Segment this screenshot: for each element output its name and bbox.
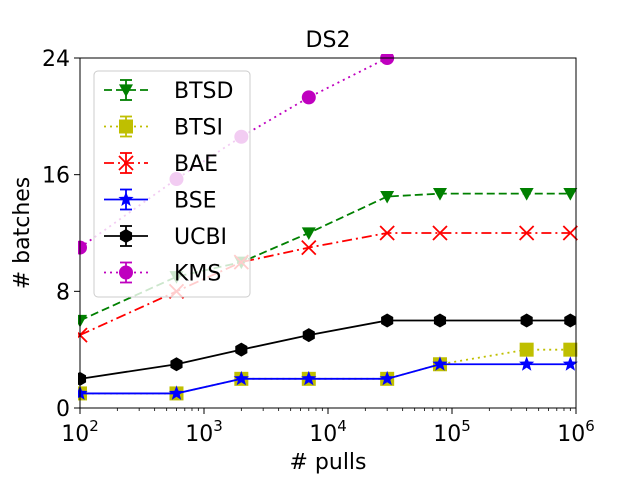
data-point-btsi <box>563 342 578 357</box>
data-point-ucbi <box>302 328 315 343</box>
y-axis-label: # batches <box>10 177 35 290</box>
data-point-ucbi <box>235 342 248 357</box>
x-axis-ticks: 102 103 104 105 106 <box>61 408 595 447</box>
legend-label-btsi: BTSI <box>174 116 223 141</box>
data-point-btsd <box>380 190 395 204</box>
data-point-kms <box>301 90 316 105</box>
legend-label-bse: BSE <box>174 189 217 214</box>
data-point-btsd <box>432 188 447 201</box>
data-point-bse <box>301 370 317 386</box>
data-point-ucbi <box>433 313 447 328</box>
legend-entry-btsi: BTSI <box>104 116 223 141</box>
data-point-bse <box>432 356 448 371</box>
legend-label-ucbi: UCBI <box>174 225 227 250</box>
data-point-btsd <box>519 188 534 201</box>
x-axis-label: # pulls <box>289 450 366 475</box>
legend-entry-ucbi: UCBI <box>104 225 227 250</box>
x-tick-label: 105 <box>433 417 471 447</box>
legend-entry-bae: BAE <box>104 152 218 177</box>
data-point-bse <box>519 356 535 371</box>
data-point-kms <box>380 54 395 65</box>
data-point-bse <box>233 370 249 386</box>
legend-entry-kms: KMS <box>104 262 221 287</box>
data-point-ucbi <box>381 313 394 328</box>
legend-entry-bse: BSE <box>104 189 217 214</box>
series-line-btsd <box>79 192 571 322</box>
data-point-btsd <box>301 227 316 240</box>
legend-marker-bae <box>118 155 134 171</box>
data-point-btsi <box>519 342 534 357</box>
y-tick-label: 8 <box>56 280 70 305</box>
data-point-btsd <box>563 188 578 201</box>
series-line-bse <box>80 363 571 395</box>
series-line-bae <box>79 232 571 336</box>
legend-marker-ucbi <box>119 229 133 243</box>
legend-marker-btsd <box>119 84 133 97</box>
data-point-bae <box>519 225 535 241</box>
data-point-bae <box>432 225 448 241</box>
data-point-ucbi <box>520 313 533 328</box>
y-axis-ticks: 0 8 16 24 <box>42 47 80 422</box>
x-tick-label: 106 <box>557 417 595 447</box>
legend-label-bae: BAE <box>174 152 218 177</box>
y-tick-label: 24 <box>42 47 70 72</box>
legend-label-kms: KMS <box>174 262 221 287</box>
x-tick-label: 104 <box>309 417 347 447</box>
data-point-bae <box>562 225 578 241</box>
legend-entry-btsd: BTSD <box>104 79 233 104</box>
data-point-bae <box>379 225 395 241</box>
legend-marker-btsi <box>119 119 133 134</box>
x-tick-label: 102 <box>61 417 99 447</box>
y-tick-label: 16 <box>42 164 70 189</box>
y-tick-label: 0 <box>56 397 70 422</box>
series-ucbi <box>78 313 577 386</box>
series-line-ucbi <box>79 319 571 380</box>
data-point-bae <box>301 239 317 256</box>
legend: BTSD BTSI BAE BSE UCBI KMS <box>93 70 251 298</box>
legend-marker-kms <box>119 265 133 280</box>
legend-marker-bse <box>118 191 134 206</box>
legend-box <box>93 70 251 298</box>
data-point-ucbi <box>564 313 577 328</box>
x-tick-label: 103 <box>185 417 223 447</box>
chart-title: DS2 <box>306 28 351 53</box>
data-point-bse <box>562 356 578 371</box>
data-point-bse <box>168 385 185 400</box>
data-point-bse <box>379 370 395 386</box>
data-point-ucbi <box>170 357 183 372</box>
legend-label-btsd: BTSD <box>174 79 233 104</box>
